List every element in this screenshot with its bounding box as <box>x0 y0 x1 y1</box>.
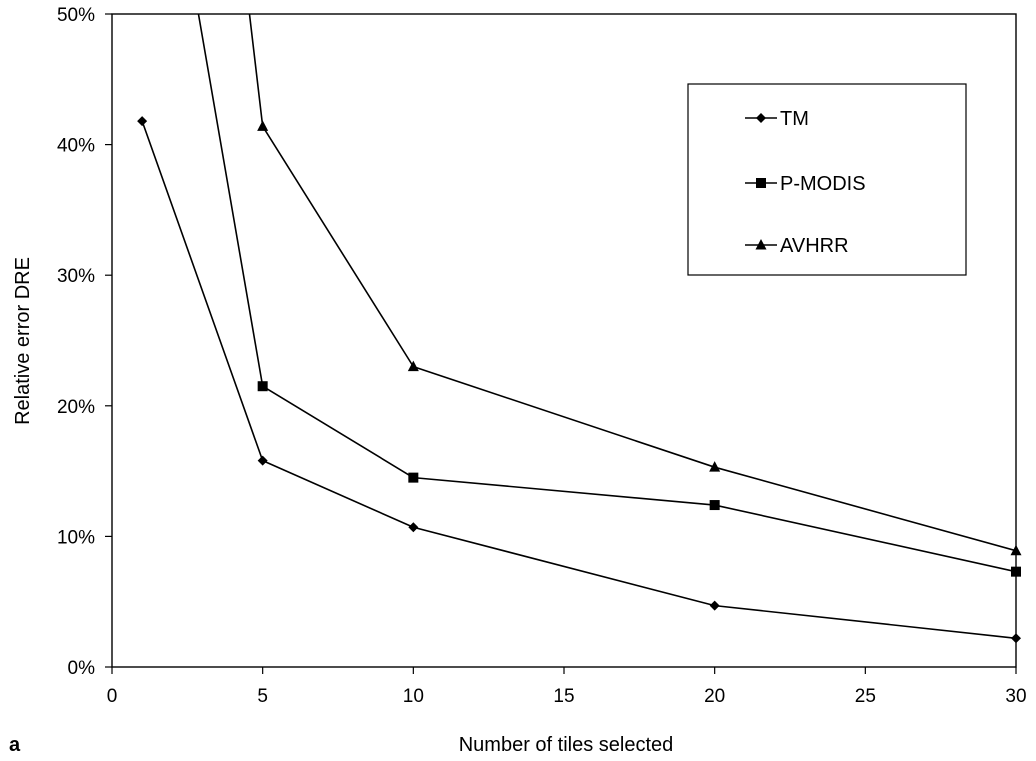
x-tick-label: 10 <box>403 686 424 707</box>
y-tick-label: 40% <box>57 136 95 157</box>
x-axis-ticks: 0 5 10 15 20 25 30 <box>107 667 1027 707</box>
x-tick-label: 20 <box>704 686 725 707</box>
marker-layer <box>137 116 1022 644</box>
x-tick-label: 25 <box>855 686 876 707</box>
legend-label-tm: TM <box>780 108 809 130</box>
x-tick-label: 5 <box>257 686 268 707</box>
legend-marker-avhrr <box>755 239 767 250</box>
panel-label: a <box>9 734 21 756</box>
x-tick-label: 15 <box>553 686 574 707</box>
legend-items: TM P-MODIS AVHRR <box>745 108 866 257</box>
y-tick-label: 0% <box>68 658 96 679</box>
x-axis-title: Number of tiles selected <box>459 734 674 756</box>
data-point-p-modis <box>257 381 268 392</box>
data-point-avhrr <box>407 360 419 372</box>
y-axis-ticks: 0% 10% 20% 30% 40% 50% <box>57 5 112 679</box>
x-tick-label: 0 <box>107 686 118 707</box>
y-axis-title: Relative error DRE <box>12 257 34 425</box>
y-tick-label: 20% <box>57 397 95 418</box>
legend-marker-tm <box>756 113 766 123</box>
data-point-avhrr <box>709 461 721 472</box>
y-tick-label: 50% <box>57 5 95 26</box>
legend: TM P-MODIS AVHRR <box>687 83 967 276</box>
data-point-avhrr <box>257 120 269 131</box>
data-point-tm <box>408 522 419 533</box>
legend-marker-p-modis <box>756 178 766 188</box>
x-tick-label: 30 <box>1005 686 1026 707</box>
legend-label-p-modis: P-MODIS <box>780 173 866 195</box>
y-tick-label: 10% <box>57 527 95 548</box>
y-tick-label: 30% <box>57 266 95 287</box>
data-point-tm <box>257 455 268 466</box>
legend-box <box>687 83 967 276</box>
data-point-p-modis <box>408 472 419 483</box>
data-point-tm <box>137 116 148 127</box>
legend-label-avhrr: AVHRR <box>780 235 849 257</box>
data-point-p-modis <box>709 500 720 511</box>
data-point-tm <box>709 600 720 611</box>
